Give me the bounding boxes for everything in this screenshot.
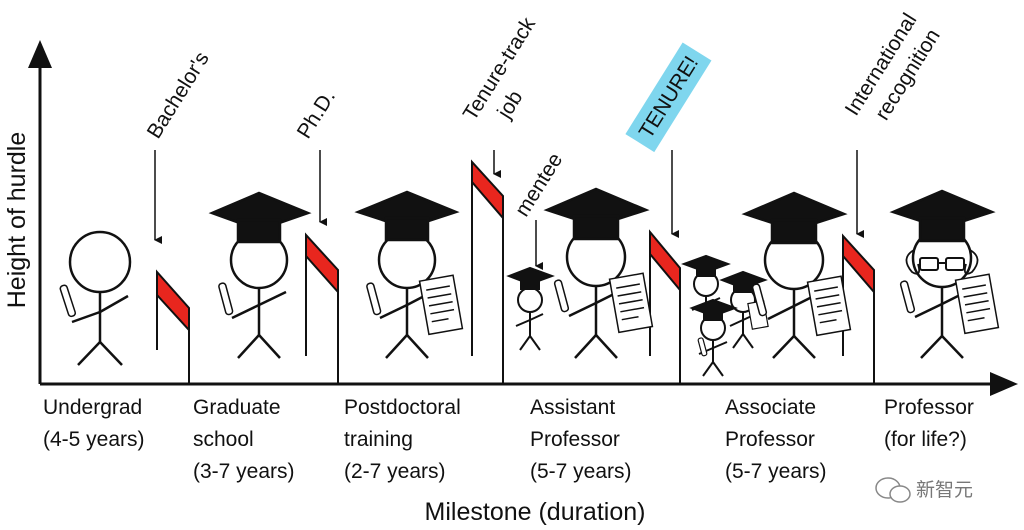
stage-label-graduate: Graduate school (3-7 years) xyxy=(193,396,295,483)
milestone-label-phd: Ph.D. xyxy=(293,86,340,143)
svg-text:(2-7 years): (2-7 years) xyxy=(344,460,446,483)
svg-text:(4-5 years): (4-5 years) xyxy=(43,428,145,451)
hurdle-phd xyxy=(305,232,339,384)
milestone-label-tenure-track: Tenure-track job xyxy=(459,13,541,125)
milestone-arrows xyxy=(154,150,864,270)
svg-text:(for life?): (for life?) xyxy=(884,428,967,451)
svg-text:Bachelor's: Bachelor's xyxy=(143,48,214,143)
figure-postdoc xyxy=(354,190,464,359)
figure-assistant-professor xyxy=(543,187,654,359)
hurdle-tenure xyxy=(649,229,681,384)
svg-text:(5-7 years): (5-7 years) xyxy=(725,460,827,483)
glasses-icon xyxy=(919,257,965,271)
stage-label-professor: Professor (for life?) xyxy=(884,396,974,451)
svg-text:(5-7 years): (5-7 years) xyxy=(530,460,632,483)
student-small-2 xyxy=(719,270,769,349)
svg-text:training: training xyxy=(344,428,413,451)
svg-text:school: school xyxy=(193,428,254,451)
svg-text:Associate: Associate xyxy=(725,396,816,419)
svg-text:Professor: Professor xyxy=(725,428,815,451)
x-axis xyxy=(40,372,1018,396)
paper-icon xyxy=(608,272,654,334)
stage-label-associate: Associate Professor (5-7 years) xyxy=(725,396,827,483)
figure-grad-student xyxy=(208,191,312,359)
hurdle-tenure-track xyxy=(471,159,504,384)
stage-label-assistant: Assistant Professor (5-7 years) xyxy=(530,396,632,483)
figure-professor xyxy=(889,189,1000,359)
milestone-label-bachelors: Bachelor's xyxy=(143,48,214,143)
paper-icon xyxy=(806,275,852,337)
svg-text:Postdoctoral: Postdoctoral xyxy=(344,396,461,419)
figure-undergrad xyxy=(59,230,132,366)
svg-text:Graduate: Graduate xyxy=(193,396,281,419)
hair-left xyxy=(905,249,921,275)
student-small-1 xyxy=(681,254,731,318)
figure-mentee xyxy=(506,266,555,351)
x-axis-title: Milestone (duration) xyxy=(425,498,646,526)
tenure-highlight xyxy=(625,42,712,153)
hair-right xyxy=(963,249,979,275)
figure-associate-professor xyxy=(741,191,852,359)
svg-text:(3-7 years): (3-7 years) xyxy=(193,460,295,483)
y-axis-title: Height of hurdle xyxy=(3,132,31,309)
wechat-icon xyxy=(875,477,911,503)
milestone-label-international: International recognition xyxy=(841,9,945,124)
y-axis xyxy=(28,40,52,384)
paper-icon xyxy=(954,273,1000,335)
paper-icon xyxy=(418,274,464,336)
watermark: 新智元 xyxy=(875,477,973,503)
stage-label-postdoc: Postdoctoral training (2-7 years) xyxy=(344,396,461,483)
hurdle-bachelors xyxy=(156,269,190,384)
svg-text:Professor: Professor xyxy=(530,428,620,451)
svg-text:Assistant: Assistant xyxy=(530,396,615,419)
svg-text:Undergrad: Undergrad xyxy=(43,396,142,419)
milestone-label-tenure: TENURE! xyxy=(625,42,712,153)
stage-label-undergrad: Undergrad (4-5 years) xyxy=(43,396,145,451)
svg-text:Ph.D.: Ph.D. xyxy=(293,86,340,143)
svg-text:Professor: Professor xyxy=(884,396,974,419)
svg-text:新智元: 新智元 xyxy=(916,479,973,501)
student-small-3 xyxy=(689,298,738,377)
figure-students-group xyxy=(681,254,769,377)
